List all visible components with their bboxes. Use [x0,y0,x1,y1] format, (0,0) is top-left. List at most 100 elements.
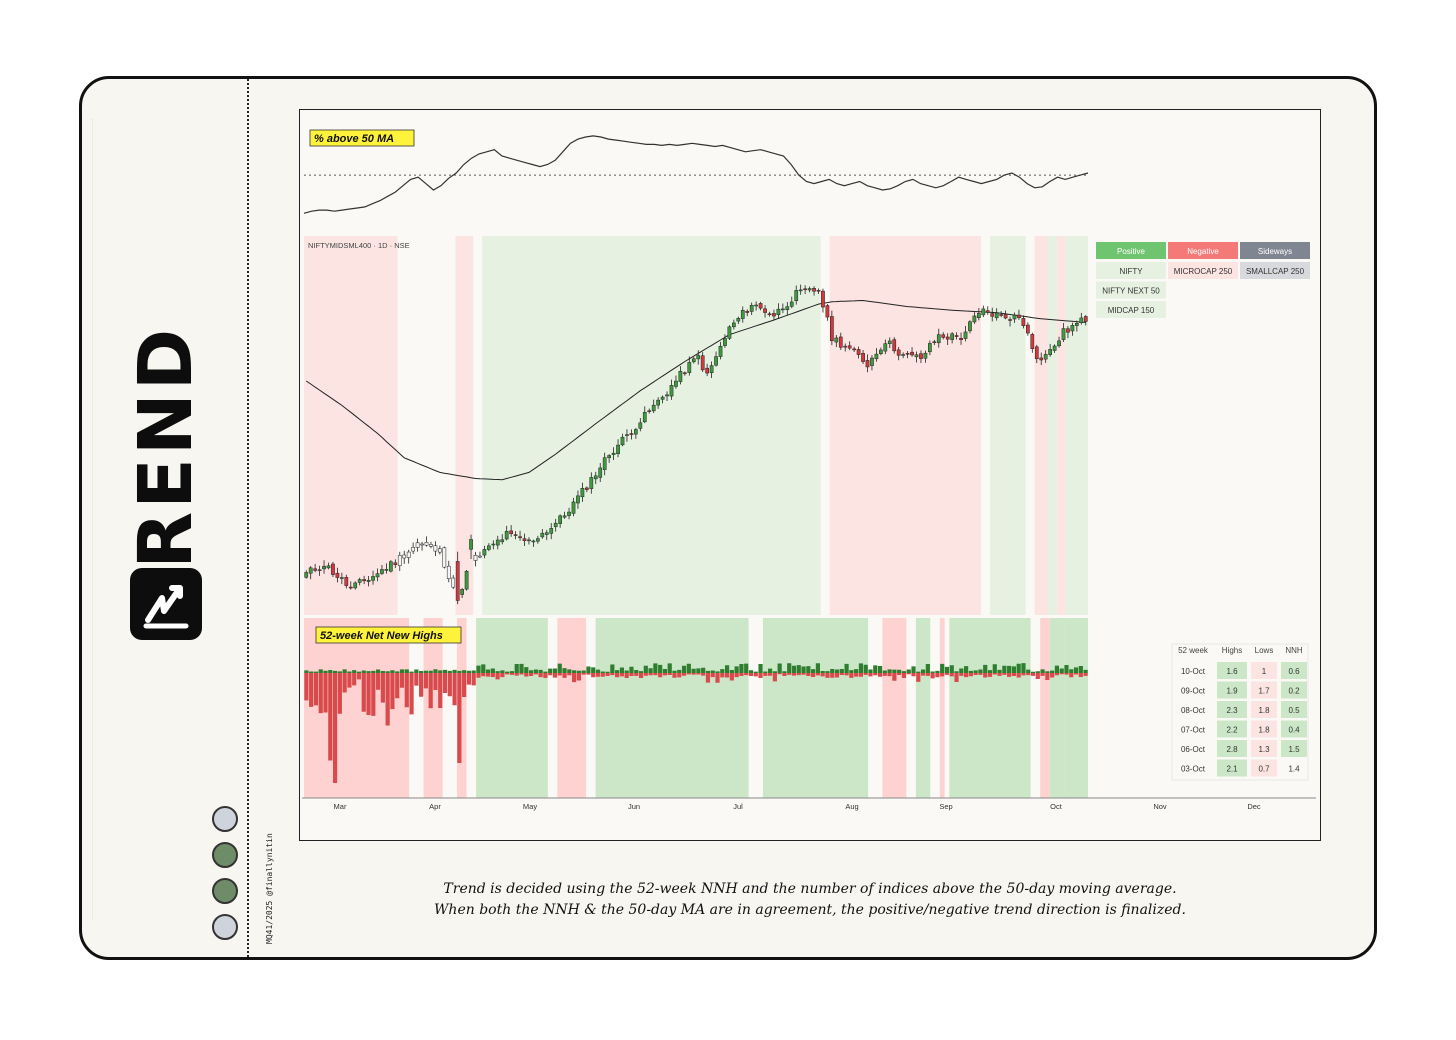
nnh-bar-high [672,670,677,673]
candle-body [914,354,919,358]
nnh-bar-low [1064,673,1069,675]
nnh-bar-low [1078,673,1083,677]
status-cell-bg [1096,301,1166,318]
nnh-bar-high [772,671,777,673]
candle-body [446,565,451,579]
candle-body [326,565,331,569]
candle-body [634,429,638,435]
nnh-bar-high [978,669,983,673]
nnh-bar-low [1050,673,1055,678]
ma50-panel-bg [302,112,1316,232]
nnh-bar-low [834,673,840,678]
nnh-bar-high [1021,663,1026,673]
nnh-bar-low [1021,673,1026,676]
candle-body [442,547,447,568]
candle-body [504,531,509,540]
nnh-bar-high [662,669,668,673]
nnh-bar-high [376,669,381,673]
nnh-bar-high [1007,665,1012,673]
candle-body [397,555,402,566]
candle-body [901,354,905,356]
nnh-label: 52-week Net New Highs [320,630,443,642]
nnh-table-cell-bg [1281,662,1307,679]
nnh-bar-low [987,673,993,677]
nnh-bar-low [552,673,558,678]
candle-body [1052,345,1057,351]
nnh-bar-high [715,671,720,673]
status-cell: MIDCAP 150 [1108,306,1155,315]
regime-band-positive [990,236,1026,615]
nnh-bar-low [949,673,954,677]
nnh-table-cell-bg [1217,662,1247,679]
ma50-label: % above 50 MA [314,133,394,145]
nnh-bar-low [442,673,448,693]
candle-body [990,313,995,317]
nnh-table-cell-bg [1281,701,1307,718]
nnh-bar-high [791,665,797,673]
nnh-table-cell: 1.6 [1226,667,1238,676]
candle-body [357,579,362,583]
candle-body [518,536,522,539]
candle-body [433,545,438,552]
nnh-bar-high [495,671,500,673]
nnh-bar-high [548,668,553,673]
nnh-bar-high [538,669,543,673]
nnh-bar-high [500,670,505,673]
x-axis-month-label: Apr [429,802,441,811]
nnh-bar-low [347,673,352,688]
nnh-bar-high [930,671,935,673]
candle-body [963,331,968,339]
nnh-bar-low [376,673,381,690]
nnh-bar-high [897,669,902,673]
nnh-bar-high [973,670,978,673]
nnh-bar-low [959,673,964,676]
nnh-regime-band-positive [1049,618,1065,798]
candle-body [803,288,807,291]
nnh-bar-high [839,669,844,673]
candle-body [879,349,883,355]
regime-band-positive [1065,236,1088,615]
nnh-bar-high [385,671,390,673]
candle-body [1075,323,1079,326]
nnh-bar-high [959,668,964,673]
nnh-bar-high [356,671,362,673]
nnh-bar-high [361,670,366,673]
nnh-bar-low [428,673,433,709]
nnh-bar-high [423,670,428,673]
candle-body [718,345,723,357]
nnh-bar-high [309,671,314,673]
candle-body [674,380,678,387]
nnh-bar-low [744,673,749,676]
nnh-bar-high [1059,668,1064,673]
candle-body [972,315,977,323]
candle-body [411,547,415,552]
status-dot [212,842,238,868]
nnh-table-cell: 1.4 [1288,765,1300,774]
status-cell-bg [1096,262,1166,279]
nnh-bar-high [815,663,820,673]
nnh-bar-low [452,673,457,706]
nnh-bar-low [1054,673,1060,676]
nnh-bar-low [811,673,816,677]
nnh-table-cell-bg [1281,740,1307,757]
nnh-bar-low [964,673,969,678]
candle-body [558,515,562,524]
nnh-bar-high [629,666,634,673]
nnh-bar-low [1002,673,1007,675]
nnh-bar-high [997,669,1002,673]
candle-body [1079,317,1084,323]
nnh-bar-low [505,673,510,675]
nnh-bar-high [581,670,586,673]
candle-body [375,573,380,578]
nnh-bar-high [462,670,467,673]
candle-body [977,313,981,318]
candle-body [366,579,371,582]
nnh-bar-high [701,667,706,673]
regime-band-positive [1047,236,1057,615]
x-axis-month-label: Aug [845,802,858,811]
nnh-bar-high [1045,671,1050,673]
candle-body [651,404,656,412]
nnh-bar-high [758,664,763,673]
candle-body [429,544,433,547]
nnh-table-cell: 07-Oct [1181,726,1206,735]
